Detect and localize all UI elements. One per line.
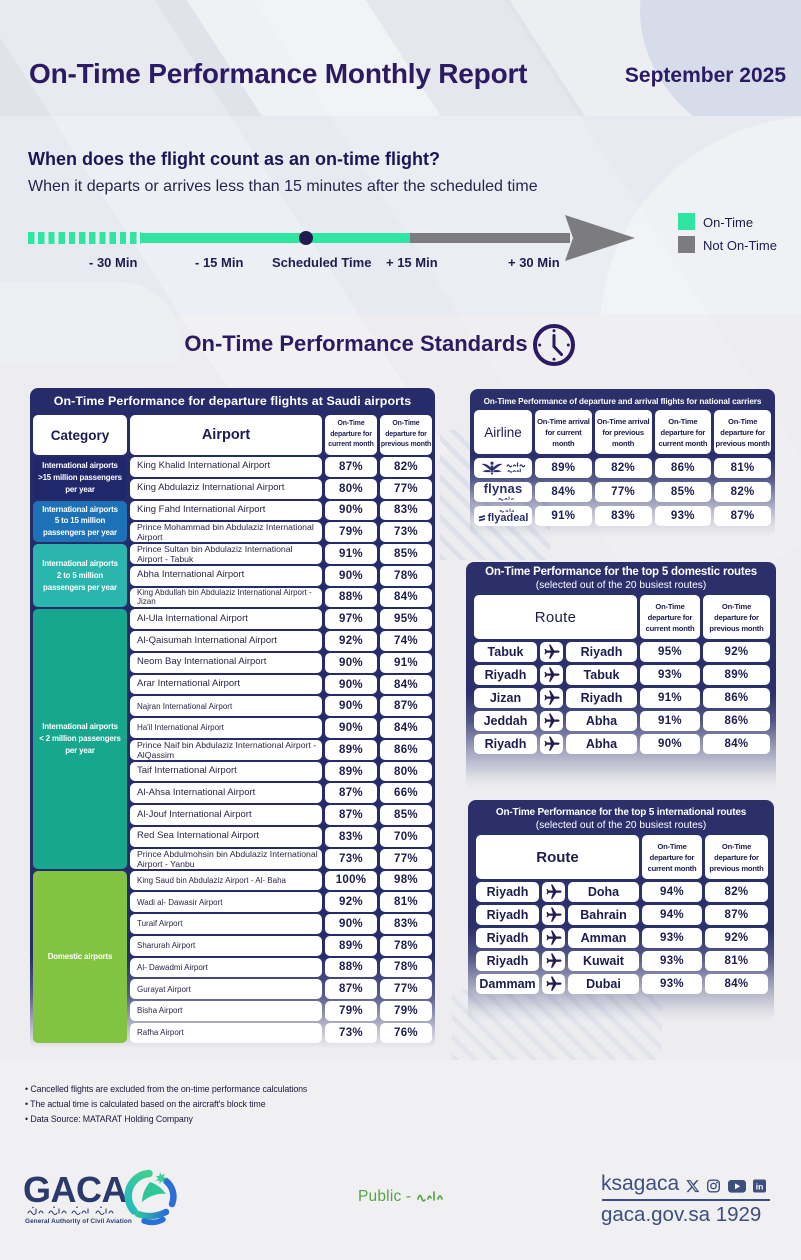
svg-text:in: in [756,1182,764,1192]
